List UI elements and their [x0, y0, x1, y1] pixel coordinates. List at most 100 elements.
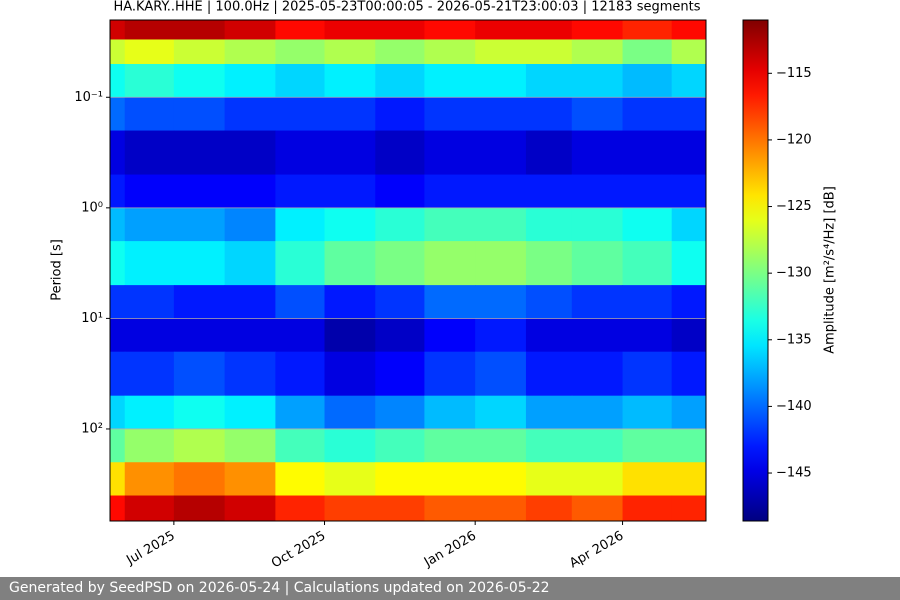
heatmap-cell [375, 39, 425, 65]
heatmap-cell [525, 39, 573, 65]
heatmap-cell [375, 351, 425, 397]
heatmap-cell [571, 63, 624, 98]
heatmap-cell [110, 495, 126, 521]
heatmap-cell [571, 462, 624, 497]
heatmap-cell [324, 351, 376, 397]
heatmap-cell [571, 207, 624, 242]
heatmap-cell [110, 20, 126, 40]
heatmap-cell [475, 39, 527, 65]
heatmap-cell [224, 20, 276, 40]
heatmap-cell [424, 428, 476, 463]
heatmap-cell [622, 495, 673, 521]
heatmap-cell [671, 130, 706, 176]
heatmap-cell [424, 351, 476, 397]
heatmap-cell [124, 39, 175, 65]
colorbar-tick-label: −125 [776, 199, 812, 214]
heatmap-cell [324, 97, 376, 132]
heatmap-cell [622, 241, 673, 286]
heatmap-cell [173, 241, 226, 286]
heatmap-cell [110, 285, 126, 319]
heatmap-cell [622, 428, 673, 463]
colorbar-tick-label: −120 [776, 132, 812, 147]
heatmap-cell [124, 351, 175, 397]
heatmap-cell [671, 63, 706, 98]
colorbar-title: Amplitude [m²/s⁴/Hz] [dB] [823, 186, 838, 354]
heatmap-cell [324, 174, 376, 209]
heatmap-cell [224, 130, 276, 176]
heatmap-cell [525, 462, 573, 497]
heatmap-cell [224, 97, 276, 132]
heatmap-cell [424, 318, 476, 353]
heatmap-cell [110, 63, 126, 98]
heatmap-cell [424, 97, 476, 132]
heatmap-cell [525, 241, 573, 286]
heatmap-cell [525, 318, 573, 353]
heatmap-cell [571, 495, 624, 521]
heatmap-cell [173, 318, 226, 353]
heatmap-cell [475, 130, 527, 176]
heatmap-cell [110, 351, 126, 397]
heatmap-cell [424, 395, 476, 430]
heatmap-cell [275, 285, 326, 319]
heatmap-cell [224, 207, 276, 242]
heatmap-cell [671, 395, 706, 430]
heatmap-cell [671, 241, 706, 286]
chart: HA.KARY..HHE | 100.0Hz | 2025-05-23T00:0… [50, 0, 838, 571]
heatmap-cell [224, 428, 276, 463]
heatmap-cell [110, 207, 126, 242]
heatmap-cell [424, 39, 476, 65]
chart-title: HA.KARY..HHE | 100.0Hz | 2025-05-23T00:0… [113, 0, 700, 15]
heatmap-cell [424, 130, 476, 176]
heatmap-cell [375, 495, 425, 521]
heatmap-cell [525, 97, 573, 132]
heatmap-cell [173, 20, 226, 40]
heatmap [110, 20, 706, 521]
heatmap-cell [110, 39, 126, 65]
y-tick-label: 10¹ [81, 311, 103, 326]
heatmap-cell [124, 63, 175, 98]
colorbar-tick-label: −130 [776, 266, 812, 281]
heatmap-cell [622, 207, 673, 242]
heatmap-cell [173, 174, 226, 209]
colorbar-tick-label: −145 [776, 466, 812, 481]
heatmap-cell [671, 207, 706, 242]
heatmap-cell [622, 285, 673, 319]
heatmap-cell [671, 462, 706, 497]
heatmap-cell [275, 462, 326, 497]
heatmap-cell [571, 285, 624, 319]
heatmap-cell [324, 462, 376, 497]
heatmap-cell [124, 207, 175, 242]
heatmap-cell [275, 351, 326, 397]
heatmap-cell [475, 207, 527, 242]
heatmap-cell [375, 174, 425, 209]
heatmap-cell [110, 174, 126, 209]
heatmap-cell [124, 428, 175, 463]
heatmap-cell [124, 495, 175, 521]
heatmap-cell [671, 318, 706, 353]
heatmap-cell [525, 130, 573, 176]
heatmap-cell [475, 351, 527, 397]
heatmap-cell [110, 395, 126, 430]
heatmap-cell [671, 285, 706, 319]
heatmap-cell [173, 207, 226, 242]
heatmap-cell [571, 39, 624, 65]
heatmap-cell [324, 130, 376, 176]
heatmap-cell [622, 20, 673, 40]
heatmap-cell [571, 97, 624, 132]
heatmap-cell [671, 351, 706, 397]
heatmap-cell [375, 462, 425, 497]
heatmap-cell [224, 63, 276, 98]
heatmap-cell [224, 285, 276, 319]
heatmap-cell [124, 130, 175, 176]
heatmap-cell [275, 428, 326, 463]
heatmap-cell [622, 462, 673, 497]
heatmap-cell [324, 39, 376, 65]
heatmap-cell [173, 97, 226, 132]
heatmap-cell [424, 462, 476, 497]
heatmap-cell [324, 20, 376, 40]
heatmap-cell [424, 63, 476, 98]
heatmap-cell [571, 428, 624, 463]
heatmap-cell [571, 130, 624, 176]
heatmap-cell [224, 39, 276, 65]
